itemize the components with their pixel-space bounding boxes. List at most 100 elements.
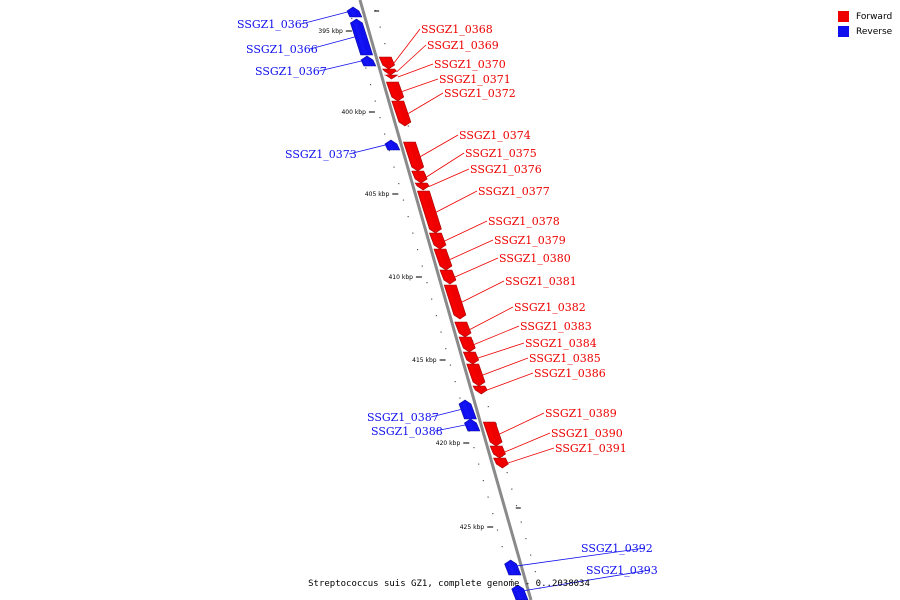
tick-dot: [379, 26, 381, 28]
gene-features: [346, 6, 529, 600]
leader-line: [507, 447, 555, 464]
leader-line: [408, 92, 444, 114]
tick-dot: [534, 571, 536, 573]
gene-highlight: [349, 10, 356, 16]
tick-dot: [412, 232, 414, 234]
gene-highlight: [446, 286, 459, 314]
gene-highlight: [507, 563, 515, 574]
tick-dot: [393, 166, 395, 168]
gene-highlight: [441, 271, 449, 279]
gene-label-ssgz1_0370: SSGZ1_0370: [434, 58, 506, 71]
gene-label-ssgz1_0386: SSGZ1_0386: [534, 367, 606, 380]
tick-dot: [520, 521, 522, 523]
gene-highlight: [461, 338, 469, 347]
tick-dot: [496, 529, 499, 531]
tick-label: 420 kbp: [436, 440, 461, 447]
gene-arrow-ssgz1_0369: [382, 68, 397, 76]
gene-label-ssgz1_0372: SSGZ1_0372: [444, 87, 516, 100]
leader-line: [477, 342, 525, 359]
gene-highlight: [381, 58, 388, 64]
leader-line: [401, 78, 439, 92]
gene-highlight: [462, 403, 471, 418]
tick-dot: [384, 133, 386, 135]
leader-line: [300, 11, 348, 25]
gene-highlight: [514, 588, 522, 599]
tick-label: 410 kbp: [388, 274, 413, 281]
gene-labels: SSGZ1_0365 SSGZ1_0366 SSGZ1_0367 SSGZ1_0368…: [237, 18, 658, 577]
gene-label-ssgz1_0368: SSGZ1_0368: [421, 23, 493, 36]
gene-arrow-ssgz1_0382: [454, 321, 472, 338]
leader-line: [396, 44, 427, 73]
gene-label-ssgz1_0393: SSGZ1_0393: [586, 564, 658, 577]
leader-line: [436, 190, 478, 213]
gene-arrow-ssgz1_0365: [346, 6, 363, 18]
gene-label-ssgz1_0379: SSGZ1_0379: [494, 234, 566, 247]
tick-dot: [435, 315, 437, 317]
leader-line: [434, 424, 466, 432]
tick-dot: [365, 67, 367, 69]
gene-label-ssgz1_0377: SSGZ1_0377: [478, 185, 550, 198]
gene-highlight: [363, 59, 370, 65]
gene-highlight: [468, 365, 479, 381]
leader-line: [505, 547, 646, 568]
gene-arrow-ssgz1_0373: [384, 139, 401, 151]
caption-text: Streptococcus suis GZ1, complete genome …: [308, 579, 590, 589]
gene-highlight: [417, 184, 423, 185]
gene-label-ssgz1_0375: SSGZ1_0375: [465, 147, 537, 160]
leader-line: [420, 134, 459, 157]
gene-highlight: [388, 83, 397, 96]
legend: Forward Reverse: [838, 9, 892, 39]
leader-line: [474, 325, 520, 345]
gene-label-ssgz1_0388: SSGZ1_0388: [371, 425, 443, 438]
gene-label-ssgz1_0385: SSGZ1_0385: [529, 352, 601, 365]
tick-dot: [445, 348, 447, 350]
gene-label-ssgz1_0380: SSGZ1_0380: [499, 252, 571, 265]
tick-dot: [487, 406, 489, 408]
tick-dot: [487, 496, 489, 498]
gene-highlight: [413, 172, 421, 178]
tick-label: 425 kbp: [460, 524, 485, 531]
tick-dot: [511, 579, 513, 581]
leader-line: [504, 432, 551, 453]
tick-dot: [421, 265, 423, 267]
leader-line: [430, 409, 461, 418]
gene-highlight: [435, 250, 445, 265]
gene-arrow-ssgz1_0386: [472, 385, 488, 395]
leader-line: [499, 412, 545, 435]
legend-item-reverse: Reverse: [838, 24, 892, 39]
tick-dot: [492, 513, 494, 515]
gene-highlight: [475, 387, 481, 389]
genome-backbone: [358, 0, 533, 600]
gene-highlight: [431, 234, 439, 244]
leader-line: [348, 144, 386, 155]
gene-label-ssgz1_0389: SSGZ1_0389: [545, 407, 617, 420]
leader-line: [426, 152, 465, 178]
tick-dot: [398, 183, 400, 185]
leader-line: [461, 280, 505, 303]
leader-line: [397, 63, 434, 78]
leader-line: [469, 306, 514, 330]
forward-swatch: [838, 11, 849, 22]
gene-label-ssgz1_0390: SSGZ1_0390: [551, 427, 623, 440]
gene-label-ssgz1_0366: SSGZ1_0366: [246, 43, 318, 56]
tick-label: 400 kbp: [341, 109, 366, 116]
gene-arrow-ssgz1_0388: [464, 418, 481, 432]
gene-label-ssgz1_0387: SSGZ1_0387: [367, 411, 439, 424]
tick-dot: [511, 488, 513, 490]
leader-line: [487, 372, 534, 391]
gene-highlight: [485, 423, 496, 441]
gene-arrow-ssgz1_0383: [458, 336, 476, 353]
gene-highlight: [419, 192, 435, 228]
gene-arrow-ssgz1_0370: [384, 74, 399, 80]
leader-line: [444, 220, 488, 242]
gene-label-ssgz1_0383: SSGZ1_0383: [520, 320, 592, 333]
gene-highlight: [405, 143, 417, 166]
gene-highlight: [456, 323, 465, 332]
leader-line: [482, 357, 529, 376]
tick-dot: [374, 100, 376, 102]
tick-dot: [473, 447, 475, 449]
legend-item-forward: Forward: [838, 9, 892, 24]
tick-dot: [506, 472, 508, 474]
gene-highlight: [387, 143, 394, 149]
